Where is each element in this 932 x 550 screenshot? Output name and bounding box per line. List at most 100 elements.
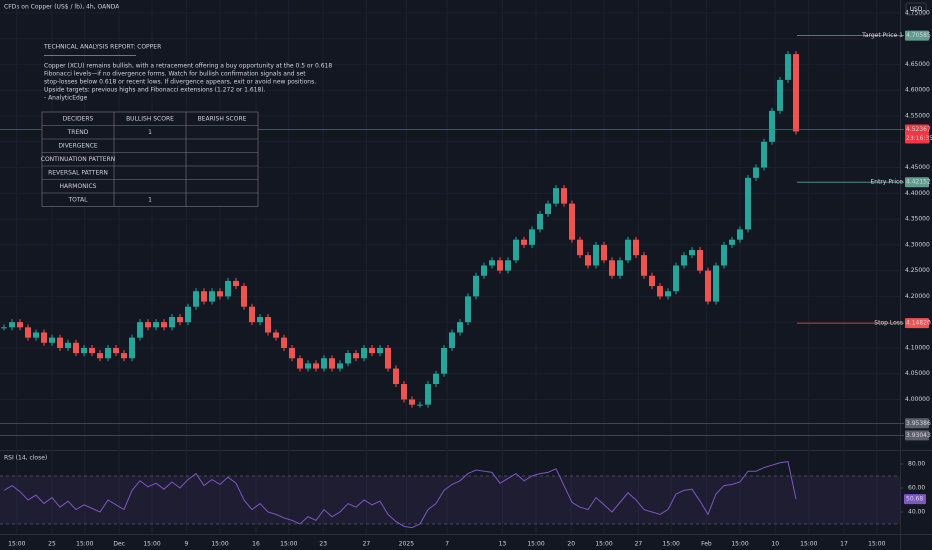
level-box xyxy=(905,30,929,41)
price-label: 4.00000 xyxy=(905,396,930,403)
price-label: 4.05000 xyxy=(905,370,930,377)
table-cell: 1 xyxy=(148,129,152,136)
candle xyxy=(193,291,199,307)
candle xyxy=(681,255,687,266)
time-label: 15:00 xyxy=(211,541,228,548)
price-label: 4.45000 xyxy=(905,164,930,171)
current-price-label: 4.52367 xyxy=(906,126,931,133)
report-line: Copper (XCU) remains bullish, with a ret… xyxy=(44,63,332,70)
time-label: 15:00 xyxy=(527,541,544,548)
candle xyxy=(617,260,623,276)
price-line-box xyxy=(905,418,929,429)
time-label: 20 xyxy=(567,541,575,548)
candle xyxy=(281,337,287,348)
candle xyxy=(377,347,383,354)
candle xyxy=(185,306,191,323)
candle xyxy=(777,79,783,111)
rsi-axis-label: 80.00 xyxy=(908,460,925,467)
rsi-axis-label: 40.00 xyxy=(908,508,925,515)
candle xyxy=(577,239,583,256)
candle xyxy=(241,286,247,307)
candle xyxy=(481,265,487,276)
candle xyxy=(465,296,471,323)
current-price-box xyxy=(905,124,929,144)
candle xyxy=(753,167,759,178)
candle xyxy=(561,188,567,204)
table-header: DECIDERS xyxy=(63,115,94,122)
rsi-band xyxy=(0,475,900,524)
time-label: 15:00 xyxy=(731,541,748,548)
candle xyxy=(345,353,351,364)
candle xyxy=(57,337,63,348)
time-label: 9 xyxy=(184,541,188,548)
candle xyxy=(505,260,511,271)
level-label: 4.14820 xyxy=(906,320,931,327)
report-line: Upside targets: previous highs and Fibon… xyxy=(44,87,266,94)
candle xyxy=(433,373,439,385)
candle xyxy=(673,265,679,292)
price-line-box xyxy=(905,430,929,441)
time-label: 13 xyxy=(499,541,507,548)
candle xyxy=(697,250,703,271)
price-line-label: 3.93043 xyxy=(906,432,931,439)
time-label: 15:00 xyxy=(663,541,680,548)
candle xyxy=(201,291,207,302)
candle xyxy=(625,239,631,261)
candle xyxy=(393,368,399,385)
candle xyxy=(569,203,575,240)
time-label: 15:00 xyxy=(8,541,25,548)
candle xyxy=(289,347,295,359)
candle xyxy=(225,280,231,297)
candle xyxy=(457,322,463,333)
candle xyxy=(321,358,327,369)
candle xyxy=(737,229,743,240)
candle xyxy=(129,337,135,359)
candle xyxy=(553,188,559,204)
time-label: 25 xyxy=(48,541,56,548)
time-label: 7 xyxy=(445,541,449,548)
candle xyxy=(65,342,71,348)
currency-box[interactable] xyxy=(905,2,927,16)
candle xyxy=(401,384,407,400)
table-cell: HARMONICS xyxy=(60,183,97,190)
time-label: 10 xyxy=(771,541,779,548)
candle xyxy=(425,384,431,405)
time-label: Dec xyxy=(113,541,125,548)
currency[interactable]: USD xyxy=(910,6,923,13)
candle xyxy=(385,347,391,369)
candle xyxy=(633,239,639,256)
price-label: 4.20000 xyxy=(905,293,930,300)
table-cell: DIVERGENCE xyxy=(58,142,98,149)
price-label: 4.25000 xyxy=(905,267,930,274)
candle xyxy=(665,291,671,297)
candle xyxy=(601,244,607,261)
candle xyxy=(273,332,279,338)
table-cell: TOTAL xyxy=(67,196,88,203)
symbol-title: CFDs on Copper (US$ / lb), 4h, OANDA xyxy=(4,4,120,11)
countdown: 23:16:35 xyxy=(906,135,932,142)
candle xyxy=(609,260,615,276)
level-label: 4.42152 xyxy=(906,179,931,186)
table-header: BEARISH SCORE xyxy=(198,115,247,122)
candle xyxy=(769,110,775,142)
report-signature: - AnalyticEdge xyxy=(44,95,88,102)
candle xyxy=(33,332,39,338)
report-title: TECHNICAL ANALYSIS REPORT: COPPER xyxy=(43,44,161,51)
candle xyxy=(41,332,47,343)
time-label: 2025 xyxy=(399,541,414,548)
rsi-axis-label: 60.00 xyxy=(908,484,925,491)
table-cell: CONTINUATION PATTERN xyxy=(41,156,115,163)
report-line: stop-losses below 0.618 or recent lows. … xyxy=(44,79,316,86)
time-label: 23 xyxy=(319,541,327,548)
candle xyxy=(297,358,303,369)
time-label: 16 xyxy=(252,541,260,548)
level-name: Target Price 1 xyxy=(861,32,903,39)
report-line: Fibonacci levels—if no divergence forms.… xyxy=(44,71,306,78)
price-label: 4.35000 xyxy=(905,216,930,223)
candle xyxy=(169,317,175,328)
candle xyxy=(233,280,239,287)
time-label: 15:00 xyxy=(76,541,93,548)
candle xyxy=(689,250,695,256)
candle xyxy=(177,317,183,323)
